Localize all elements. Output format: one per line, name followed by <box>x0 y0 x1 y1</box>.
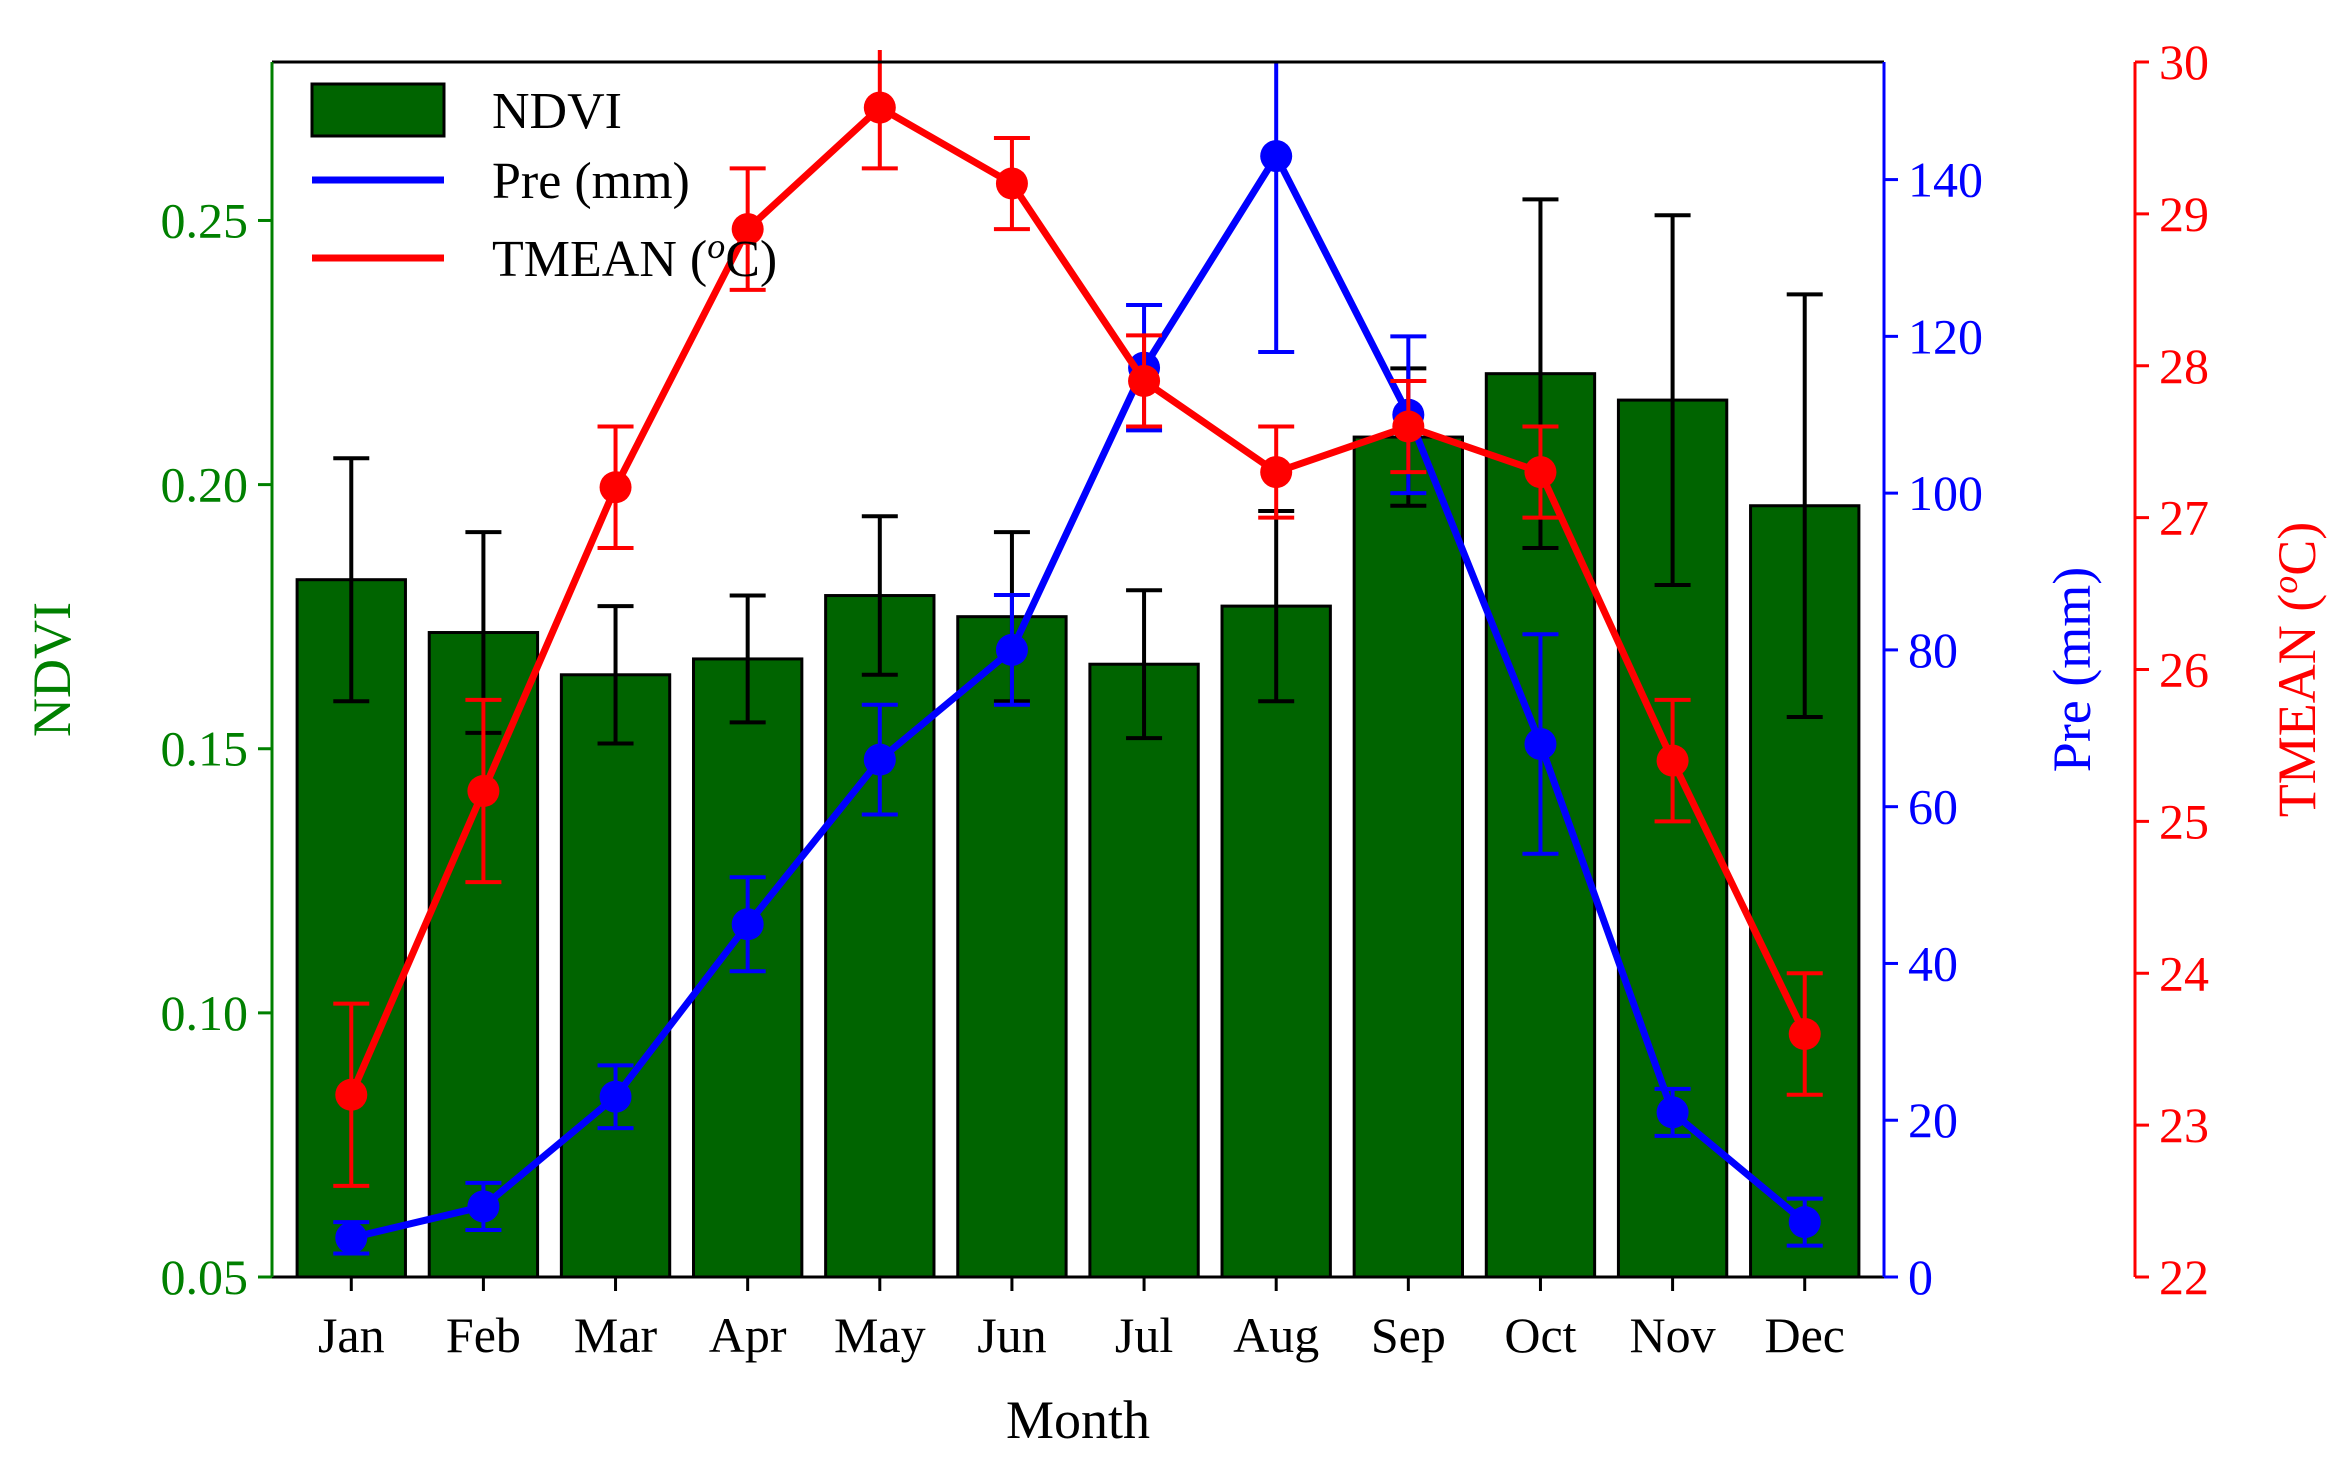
tmean-tick-label: 22 <box>2159 1249 2209 1305</box>
tmean-tick-label: 23 <box>2159 1097 2209 1153</box>
ndvi-bar <box>956 615 1068 1279</box>
tmean-tick-label: 28 <box>2159 338 2209 394</box>
tmean-point <box>467 775 500 807</box>
ndvi-tick-label: 0.10 <box>161 985 249 1041</box>
legend-tmean-part: TMEAN ( <box>492 231 707 288</box>
tmean-tick-label: 26 <box>2159 642 2209 698</box>
ndvi-bar <box>559 673 672 1279</box>
tmean-point <box>1656 744 1689 777</box>
ndvi-tick-label: 0.15 <box>161 721 249 777</box>
x-tick-label: Oct <box>1504 1307 1576 1363</box>
tmean-tick-label: 27 <box>2159 490 2209 546</box>
x-tick-label: Jan <box>318 1307 385 1363</box>
pre-series <box>333 62 1823 1256</box>
pre-tick-label: 80 <box>1908 622 1958 678</box>
x-tick-label: May <box>834 1307 926 1363</box>
pre-tick-label: 120 <box>1908 308 1983 364</box>
ndvi-tick-label: 0.25 <box>161 192 249 248</box>
x-tick-label: Feb <box>446 1307 521 1363</box>
legend-swatch-ndvi <box>310 82 446 138</box>
ndvi-bar <box>1088 662 1200 1279</box>
pre-tick-label: 140 <box>1908 152 1983 208</box>
legend: NDVI Pre (mm) TMEAN (oC) <box>310 82 777 288</box>
x-tick-label: Jun <box>977 1307 1046 1363</box>
tmean-point <box>1128 364 1161 397</box>
x-tick-label: Mar <box>574 1307 658 1363</box>
tmean-axis-title: TMEAN (oC) <box>2265 522 2327 817</box>
tmean-point <box>335 1078 368 1111</box>
legend-tmean-sup: o <box>707 226 725 266</box>
tmean-point <box>599 471 632 504</box>
x-tick-label: Apr <box>709 1307 787 1363</box>
tmean-point <box>731 213 764 246</box>
legend-label-ndvi: NDVI <box>492 83 622 140</box>
pre-tick-label: 20 <box>1908 1092 1958 1148</box>
x-tick-label: Nov <box>1630 1307 1716 1363</box>
tmean-tick-label: 24 <box>2159 945 2209 1001</box>
tmean-tick-label: 29 <box>2159 186 2209 242</box>
pre-point <box>467 1190 500 1223</box>
pre-point <box>335 1221 368 1254</box>
legend-label-tmean: TMEAN (oC) <box>492 226 777 288</box>
ndvi-bar <box>824 594 936 1279</box>
pre-point <box>599 1080 632 1113</box>
tmean-point <box>995 167 1028 200</box>
tmean-tick-label: 25 <box>2159 793 2209 849</box>
pre-point <box>1656 1096 1689 1129</box>
axis-ticks: Jan Feb Mar Apr May Jun Jul Aug Sep Oct Nov Dec 0.05… <box>22 34 2327 1363</box>
legend-label-pre: Pre (mm) <box>492 153 690 210</box>
tmean-point <box>1524 456 1557 489</box>
tmean-point <box>863 91 896 124</box>
tmean-line <box>348 104 1808 1097</box>
x-axis-title: Month <box>1006 1390 1150 1450</box>
pre-point <box>1260 140 1293 173</box>
ndvi-tick-label: 0.20 <box>161 457 249 513</box>
pre-tick-label: 100 <box>1908 465 1983 521</box>
pre-tick-label: 0 <box>1908 1249 1933 1305</box>
tmean-tick-label: 30 <box>2159 34 2209 90</box>
x-tick-label: Jul <box>1115 1307 1173 1363</box>
tmean-point <box>1260 456 1293 489</box>
x-tick-label: Aug <box>1233 1307 1319 1363</box>
pre-axis-title: Pre (mm) <box>2042 567 2102 772</box>
ndvi-axis-title: NDVI <box>22 602 82 737</box>
pre-point <box>863 743 896 776</box>
tmean-point <box>1788 1018 1821 1050</box>
ndvi-tick-label: 0.05 <box>161 1249 249 1305</box>
pre-point <box>1788 1206 1821 1239</box>
ndvi-bar <box>1220 604 1332 1279</box>
pre-point <box>995 633 1028 666</box>
ndvi-bar <box>1352 435 1465 1279</box>
tmean-series <box>333 50 1823 1188</box>
pre-tick-label: 40 <box>1908 935 1958 991</box>
pre-point <box>731 908 764 941</box>
x-tick-label: Dec <box>1764 1307 1845 1363</box>
tmean-title-part: TMEAN ( <box>2267 594 2327 817</box>
tmean-title-end: C) <box>2267 522 2327 576</box>
pre-line <box>350 152 1807 1242</box>
tmean-point <box>1392 410 1425 443</box>
legend-tmean-end: C) <box>725 231 777 288</box>
x-tick-label: Sep <box>1371 1307 1446 1363</box>
pre-tick-label: 60 <box>1908 779 1958 835</box>
tmean-title-sup: o <box>2265 576 2305 594</box>
pre-point <box>1524 727 1557 760</box>
